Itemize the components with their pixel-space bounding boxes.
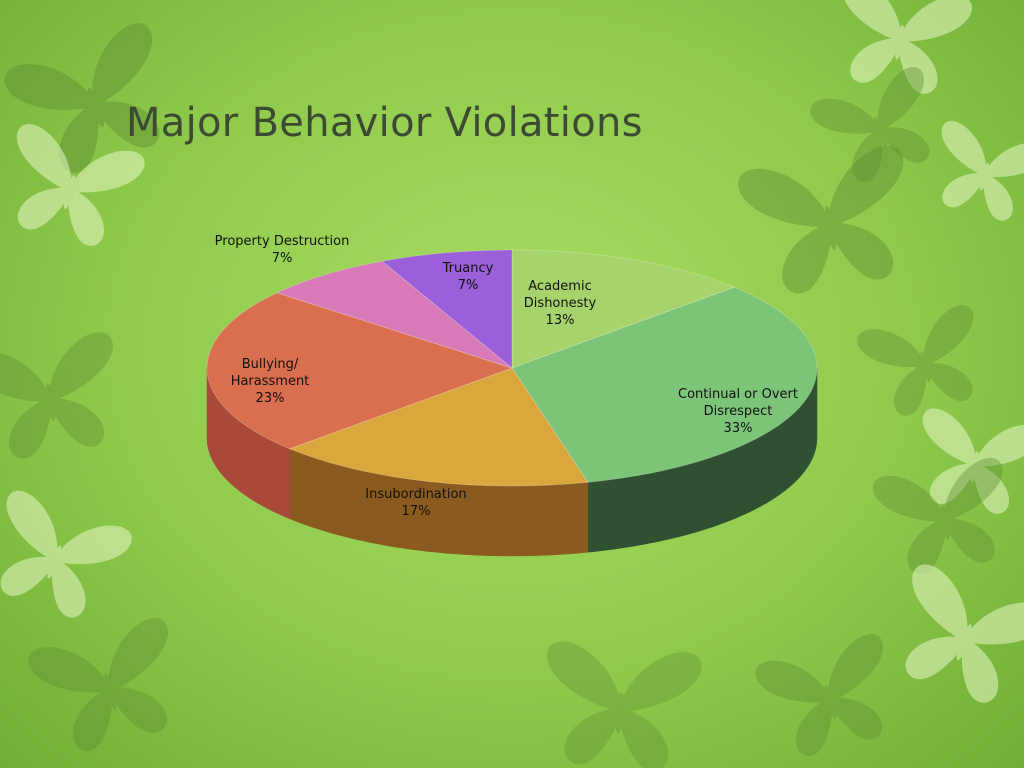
pie-label-text: Bullying/ [242, 357, 299, 372]
pie-label-text: Dishonesty [524, 296, 597, 311]
slide-title: Major Behavior Violations [126, 100, 643, 146]
pie-label-1: Continual or Overt Disrespect 33% [678, 387, 798, 436]
pie-label-value: 17% [402, 504, 431, 519]
pie-slice-0 [511, 249, 736, 369]
pie-slice-5 [381, 249, 513, 369]
pie-slice-4 [275, 260, 513, 369]
pie-label-text: Disrespect [704, 404, 773, 419]
pie-slice-2 [288, 367, 589, 487]
pie-label-3: Bullying/Harassment 23% [231, 357, 310, 406]
pie-label-text: Property Destruction [215, 234, 350, 249]
pie-label-4: Property Destruction 7% [215, 234, 350, 266]
pie-label-value: 7% [272, 251, 293, 266]
pie-slices [206, 249, 818, 487]
pie-label-value: 33% [724, 421, 753, 436]
pie-slice-1 [511, 286, 818, 483]
pie-label-value: 13% [546, 313, 575, 328]
pie-labels: Academic Dishonesty 13% Continual or Overt D… [215, 234, 798, 519]
pie-label-text: Truancy [442, 261, 494, 276]
pie-label-text: Harassment [231, 374, 310, 389]
pie-slice-3 [206, 292, 514, 450]
pie-sides [206, 367, 818, 557]
pie-label-value: 7% [458, 278, 479, 293]
pie-label-text: Insubordination [365, 487, 466, 502]
pie-label-text: Continual or Overt [678, 387, 798, 402]
pie-label-2: Insubordination 17% [365, 487, 466, 519]
pie-label-text: Academic [528, 279, 591, 294]
pie-label-0: Academic Dishonesty 13% [524, 279, 597, 328]
pie-label-value: 23% [256, 391, 285, 406]
pie-label-5: Truancy 7% [442, 261, 494, 293]
